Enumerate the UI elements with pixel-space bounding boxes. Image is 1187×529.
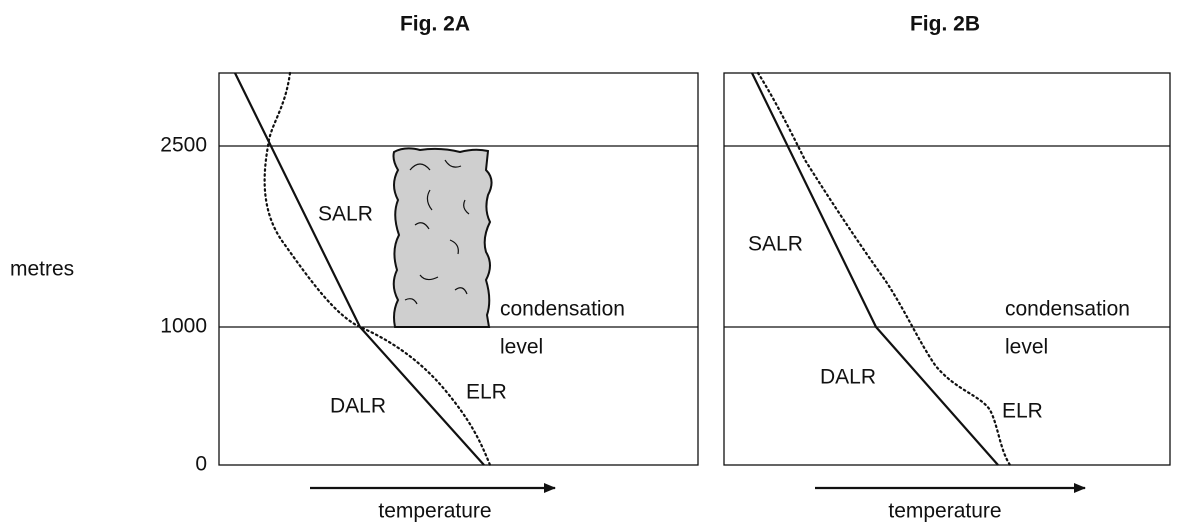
salr-label: SALR [318, 203, 373, 226]
x-axis-label: temperature [888, 500, 1001, 523]
dalr-label: DALR [820, 366, 876, 389]
elr-line [756, 71, 1012, 467]
salr-label: SALR [748, 233, 803, 256]
figure-title: Fig. 2B [910, 13, 980, 36]
y-tick-label: 0 [195, 453, 207, 476]
elr-label: ELR [466, 381, 507, 404]
y-tick-label: 1000 [160, 315, 207, 338]
figure-title: Fig. 2A [400, 13, 470, 36]
lapse-line [751, 72, 999, 466]
x-axis-label: temperature [378, 500, 491, 523]
y-axis-label: metres [10, 258, 74, 281]
y-tick-label: 2500 [160, 134, 207, 157]
cloud [392, 147, 493, 328]
dalr-label: DALR [330, 395, 386, 418]
frame [723, 72, 1171, 466]
frame [218, 72, 699, 466]
elr-line [263, 71, 492, 467]
level-label: level [500, 336, 543, 359]
condensation-label: condensation [1005, 298, 1130, 321]
elr-label: ELR [1002, 400, 1043, 423]
condensation-label: condensation [500, 298, 625, 321]
cloud-texture [404, 159, 470, 305]
level-label: level [1005, 336, 1048, 359]
